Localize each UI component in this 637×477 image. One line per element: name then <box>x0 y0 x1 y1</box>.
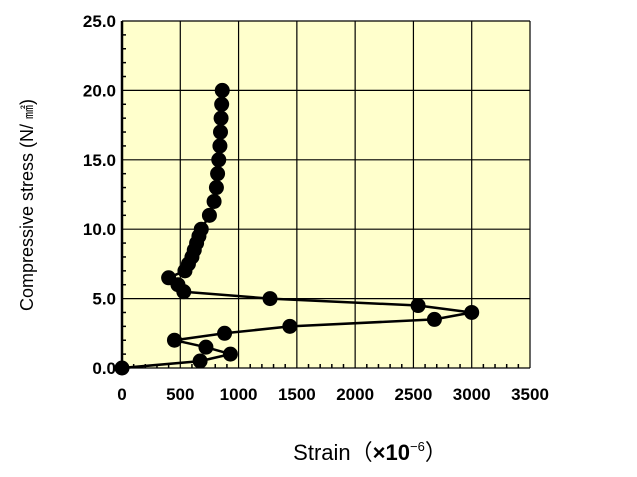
data-point <box>193 221 209 237</box>
data-point <box>198 339 214 355</box>
y-axis-label-close: ) <box>17 99 37 105</box>
data-point <box>166 332 182 348</box>
y-tick-label: 15.0 <box>83 151 116 170</box>
minor-ticks <box>122 34 520 368</box>
x-axis-label: Strain（×10−6） <box>293 439 447 465</box>
y-axis-label-main: Compressive stress (N/ <box>17 119 37 311</box>
data-point <box>114 360 130 376</box>
y-tick-label: 25.0 <box>83 12 116 31</box>
data-point <box>214 82 230 98</box>
x-tick-label: 2000 <box>336 385 374 404</box>
x-axis-label-base: 10 <box>386 440 410 465</box>
data-point <box>214 96 230 112</box>
data-point <box>212 138 228 154</box>
y-tick-label: 10.0 <box>83 220 116 239</box>
data-point <box>210 166 226 182</box>
data-point <box>217 325 233 341</box>
data-point <box>201 207 217 223</box>
data-point <box>282 318 298 334</box>
data-point <box>206 193 222 209</box>
x-axis-label-times: × <box>373 440 386 465</box>
data-point <box>208 180 224 196</box>
x-tick-label: 1500 <box>278 385 316 404</box>
data-point <box>213 110 229 126</box>
data-series <box>114 82 480 376</box>
x-tick-label: 1000 <box>220 385 258 404</box>
y-tick-label: 20.0 <box>83 81 116 100</box>
x-tick-label: 3000 <box>453 385 491 404</box>
x-tick-labels: 0 500 1000 1500 2000 2500 3000 3500 <box>117 385 549 404</box>
x-axis-label-main: Strain <box>293 440 350 465</box>
x-axis-label-paren-open: （ <box>351 440 373 465</box>
data-point <box>262 291 278 307</box>
y-tick-label: 5.0 <box>92 290 116 309</box>
data-point <box>464 304 480 320</box>
data-point <box>211 152 227 168</box>
x-tick-label: 0 <box>117 385 126 404</box>
data-point <box>426 311 442 327</box>
x-axis-label-paren-close: ） <box>425 440 447 465</box>
x-tick-label: 3500 <box>511 385 549 404</box>
x-axis-label-exponent: −6 <box>410 439 425 454</box>
y-axis-label-unit: ㎟ <box>20 105 36 119</box>
data-point <box>213 124 229 140</box>
y-axis-label: Compressive stress (N/ ㎟) <box>17 99 37 311</box>
data-point <box>222 346 238 362</box>
x-tick-label: 500 <box>166 385 194 404</box>
y-tick-labels: 0.0 5.0 10.0 15.0 20.0 25.0 <box>83 12 116 378</box>
data-point <box>161 270 177 286</box>
data-point <box>410 298 426 314</box>
x-tick-label: 2500 <box>395 385 433 404</box>
y-tick-label: 0.0 <box>92 359 116 378</box>
grid-lines <box>121 20 531 369</box>
data-point <box>192 353 208 369</box>
